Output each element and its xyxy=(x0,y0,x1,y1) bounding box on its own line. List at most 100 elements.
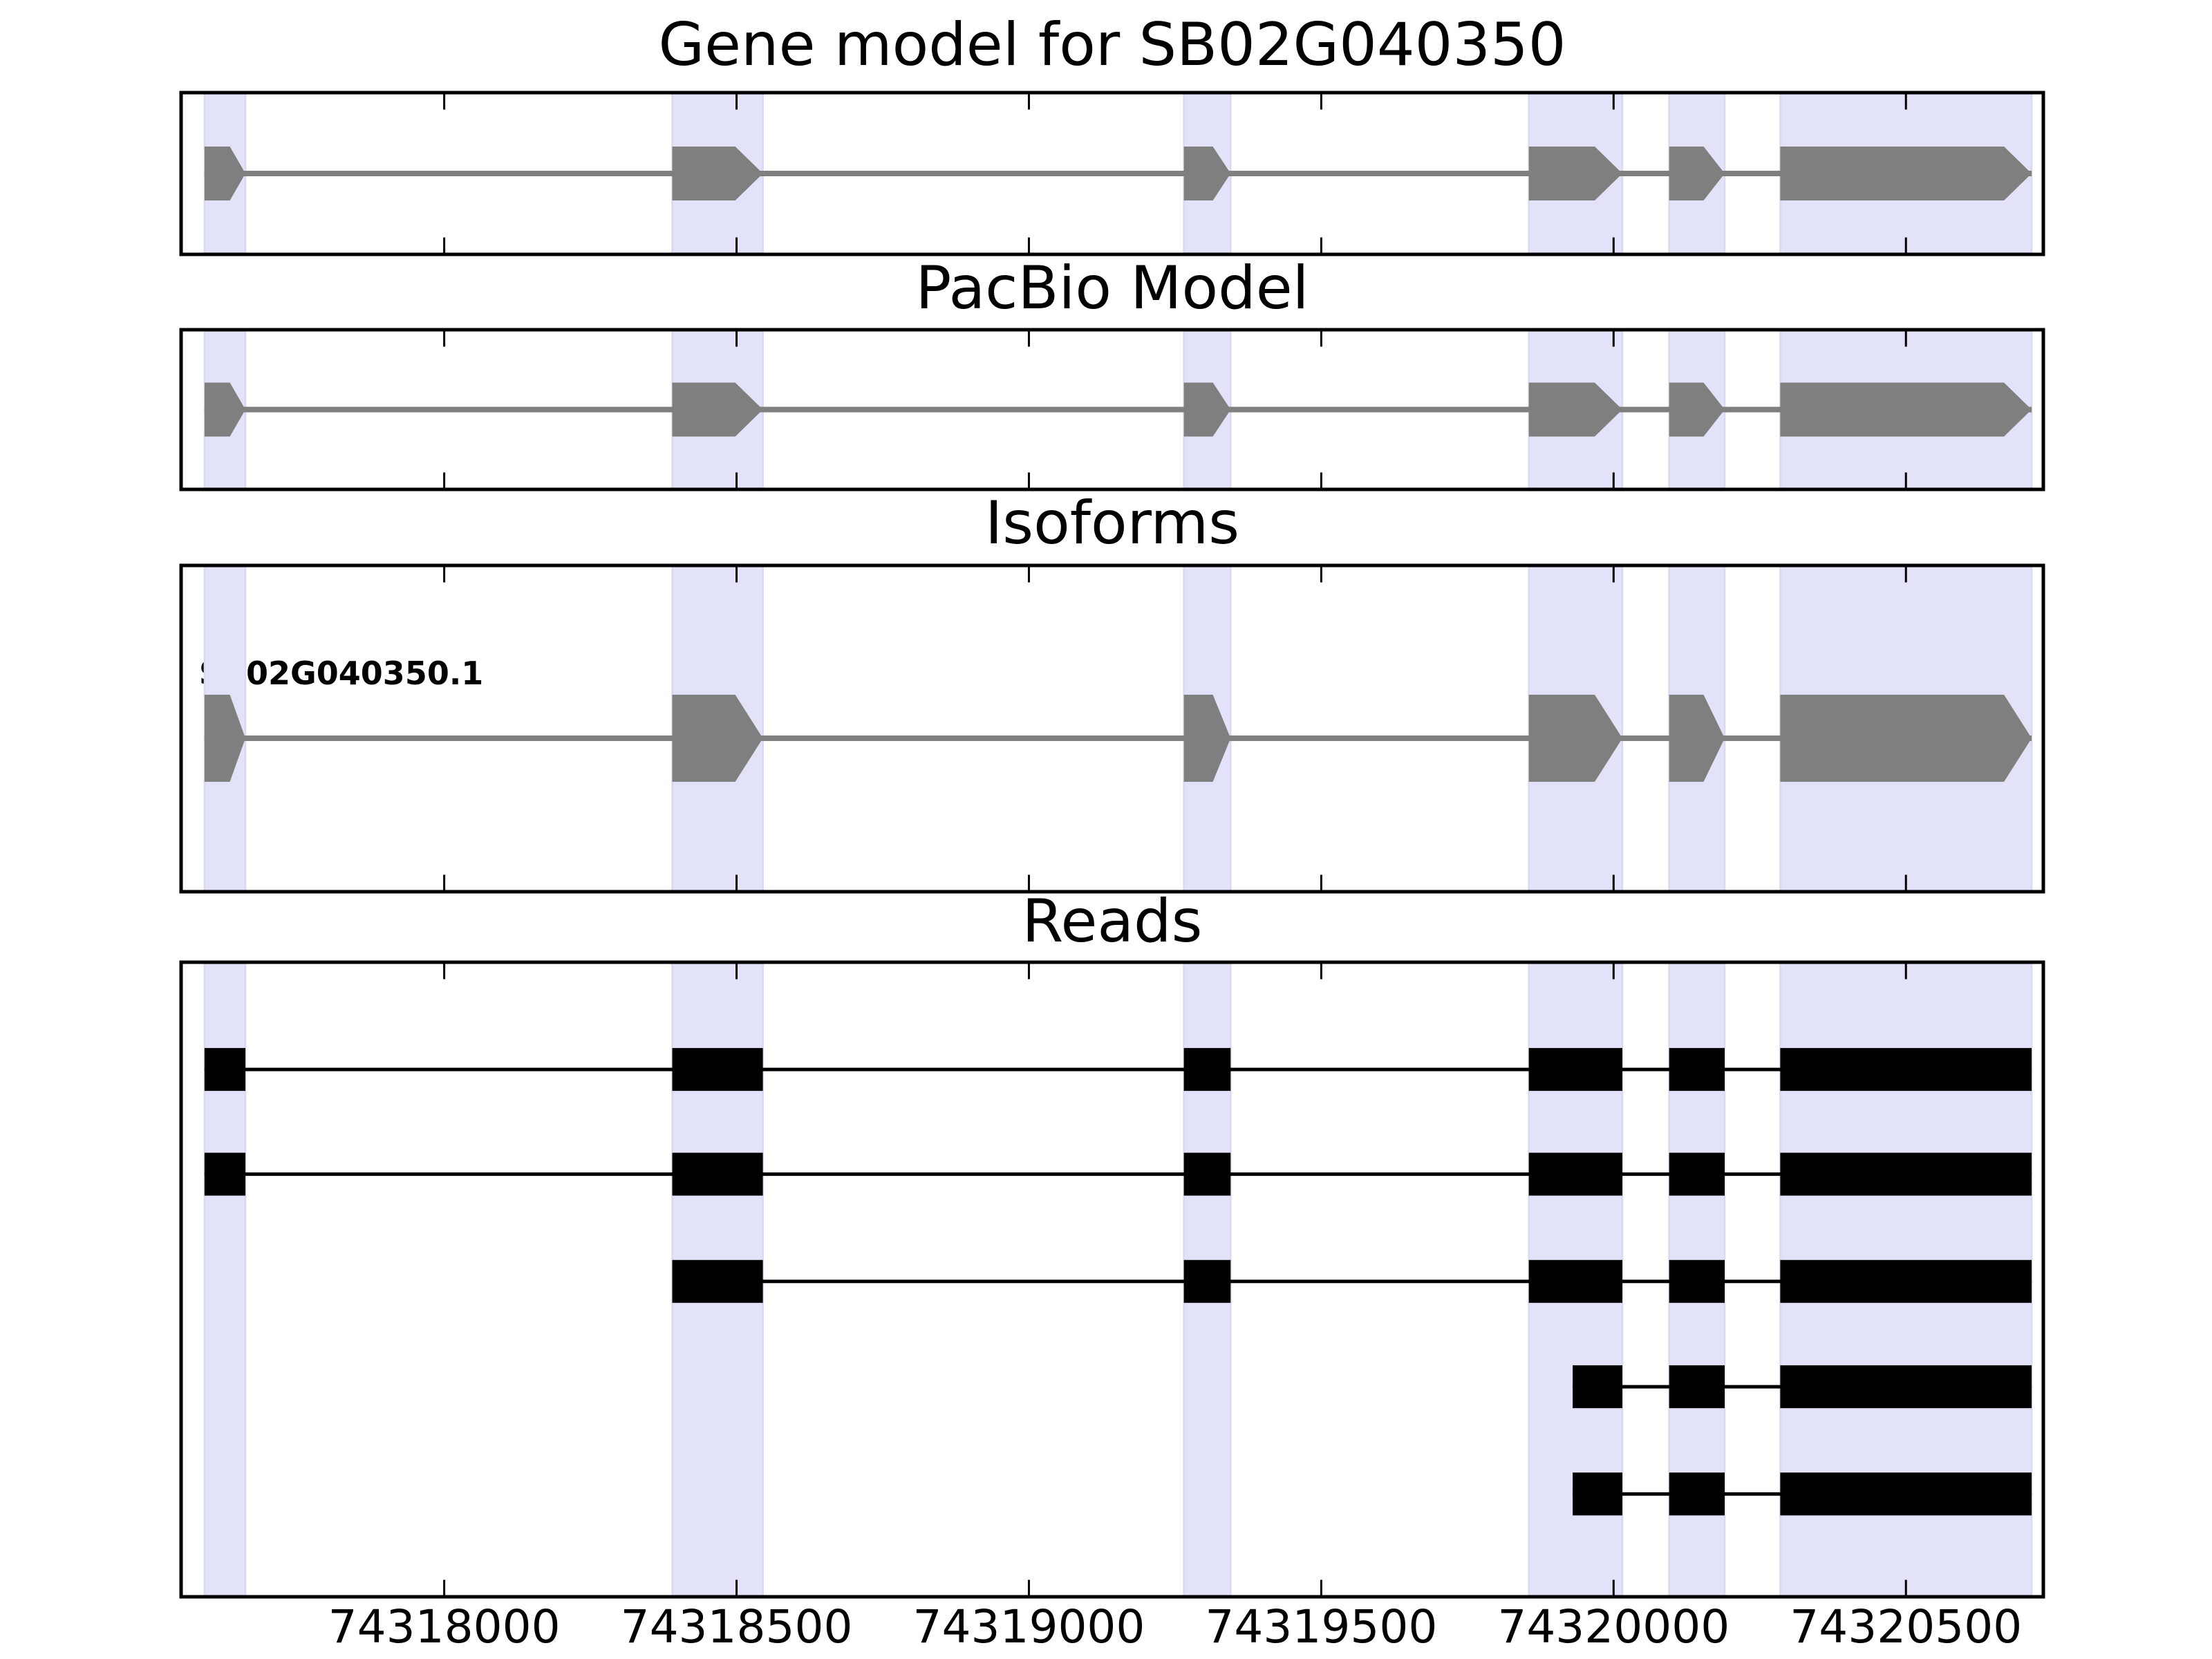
read-exon-block xyxy=(1669,1259,1725,1303)
exon-highlight-band-edge xyxy=(244,964,247,1595)
axis-tick xyxy=(1612,1580,1615,1595)
x-axis-tick-label: 74320000 xyxy=(1497,1600,1730,1653)
x-axis-tick-label: 74318500 xyxy=(620,1600,853,1653)
read-exon-block xyxy=(1780,1152,2032,1196)
isoform-transcript-label: SB02G040350.1 xyxy=(198,655,484,692)
axis-tick xyxy=(1904,1580,1907,1595)
axis-tick xyxy=(1320,94,1322,110)
read-exon-block xyxy=(1528,1048,1622,1091)
intron-line xyxy=(204,171,2032,176)
axis-tick xyxy=(1027,472,1030,488)
axis-tick xyxy=(443,1580,446,1595)
axis-tick xyxy=(1027,1580,1030,1595)
axis-tick xyxy=(1904,874,1907,890)
axis-tick xyxy=(1320,237,1322,253)
exon-arrow xyxy=(1780,695,2032,782)
axis-tick xyxy=(735,237,738,253)
exon-arrow xyxy=(672,382,763,437)
read-exon-block xyxy=(204,1152,246,1196)
axis-tick xyxy=(443,874,446,890)
axis-tick xyxy=(1027,964,1030,980)
exon-arrow xyxy=(1183,147,1231,200)
axis-tick xyxy=(1904,964,1907,980)
read-exon-block xyxy=(672,1152,763,1196)
axis-tick xyxy=(1612,567,1615,583)
read-exon-block xyxy=(1669,1048,1725,1091)
read-exon-block xyxy=(1573,1365,1622,1409)
read-exon-block xyxy=(1780,1365,2032,1409)
exon-arrow xyxy=(1669,382,1725,437)
exon-arrow xyxy=(1183,382,1231,437)
read-exon-block xyxy=(204,1048,246,1091)
exon-arrow xyxy=(672,147,763,200)
x-axis-tick-label: 74318000 xyxy=(328,1600,561,1653)
read-exon-block xyxy=(1183,1152,1231,1196)
axis-tick xyxy=(1904,567,1907,583)
panel-border xyxy=(179,960,2045,1599)
exon-arrow xyxy=(1669,695,1725,782)
exon-highlight-band-edge xyxy=(203,964,206,1595)
read-exon-block xyxy=(1780,1048,2032,1091)
panel-title-isoforms: Isoforms xyxy=(984,489,1240,558)
axis-tick xyxy=(1027,94,1030,110)
exon-arrow xyxy=(1528,695,1622,782)
axis-tick xyxy=(1027,237,1030,253)
axis-tick xyxy=(735,1580,738,1595)
axis-tick xyxy=(1320,472,1322,488)
axis-tick xyxy=(443,472,446,488)
exon-highlight-band-edge xyxy=(1621,964,1624,1595)
read-intron-line xyxy=(204,1067,2032,1071)
exon-arrow xyxy=(204,695,246,782)
exon-highlight-band-edge xyxy=(1723,964,1726,1595)
axis-tick xyxy=(1612,472,1615,488)
exon-highlight-band-edge xyxy=(2030,567,2033,890)
exon-arrow xyxy=(1780,147,2032,200)
intron-line xyxy=(204,406,2032,413)
axis-tick xyxy=(735,472,738,488)
axis-tick xyxy=(443,567,446,583)
axis-tick xyxy=(1320,964,1322,980)
axis-tick xyxy=(1904,472,1907,488)
exon-arrow xyxy=(204,382,246,437)
panel-border xyxy=(179,91,2045,256)
read-exon-block xyxy=(1183,1259,1231,1303)
axis-tick xyxy=(735,964,738,980)
axis-tick xyxy=(1027,331,1030,347)
panel-border xyxy=(179,328,2045,491)
exon-highlight-band-edge xyxy=(2030,94,2033,253)
axis-tick xyxy=(1612,237,1615,253)
read-exon-block xyxy=(1573,1472,1622,1516)
panel-border xyxy=(179,563,2045,894)
axis-tick xyxy=(735,874,738,890)
x-axis-tick-label: 74319000 xyxy=(912,1600,1145,1653)
x-axis-tick-label: 74319500 xyxy=(1205,1600,1438,1653)
exon-highlight-band-edge xyxy=(762,567,764,890)
axis-tick xyxy=(1904,331,1907,347)
read-exon-block xyxy=(672,1259,763,1303)
axis-tick xyxy=(1320,331,1322,347)
exon-highlight-band-edge xyxy=(244,567,247,890)
axis-tick xyxy=(443,331,446,347)
intron-line xyxy=(204,735,2032,741)
exon-arrow xyxy=(1183,695,1231,782)
read-intron-line xyxy=(204,1172,2032,1177)
read-exon-block xyxy=(672,1048,763,1091)
exon-highlight-band-edge xyxy=(2030,331,2033,488)
axis-tick xyxy=(735,567,738,583)
exon-arrow xyxy=(1669,147,1725,200)
axis-tick xyxy=(1320,1580,1322,1595)
axis-tick xyxy=(443,237,446,253)
panel-title-gene-model: Gene model for SB02G040350 xyxy=(658,10,1566,79)
exon-arrow xyxy=(1528,147,1622,200)
axis-tick xyxy=(1612,964,1615,980)
exon-highlight-band-edge xyxy=(762,964,764,1595)
exon-arrow xyxy=(1528,382,1622,437)
exon-highlight-band-edge xyxy=(1723,567,1726,890)
read-exon-block xyxy=(1669,1365,1725,1409)
read-exon-block xyxy=(1780,1259,2032,1303)
axis-tick xyxy=(735,94,738,110)
axis-tick xyxy=(1904,94,1907,110)
exon-highlight-band-edge xyxy=(1621,567,1624,890)
